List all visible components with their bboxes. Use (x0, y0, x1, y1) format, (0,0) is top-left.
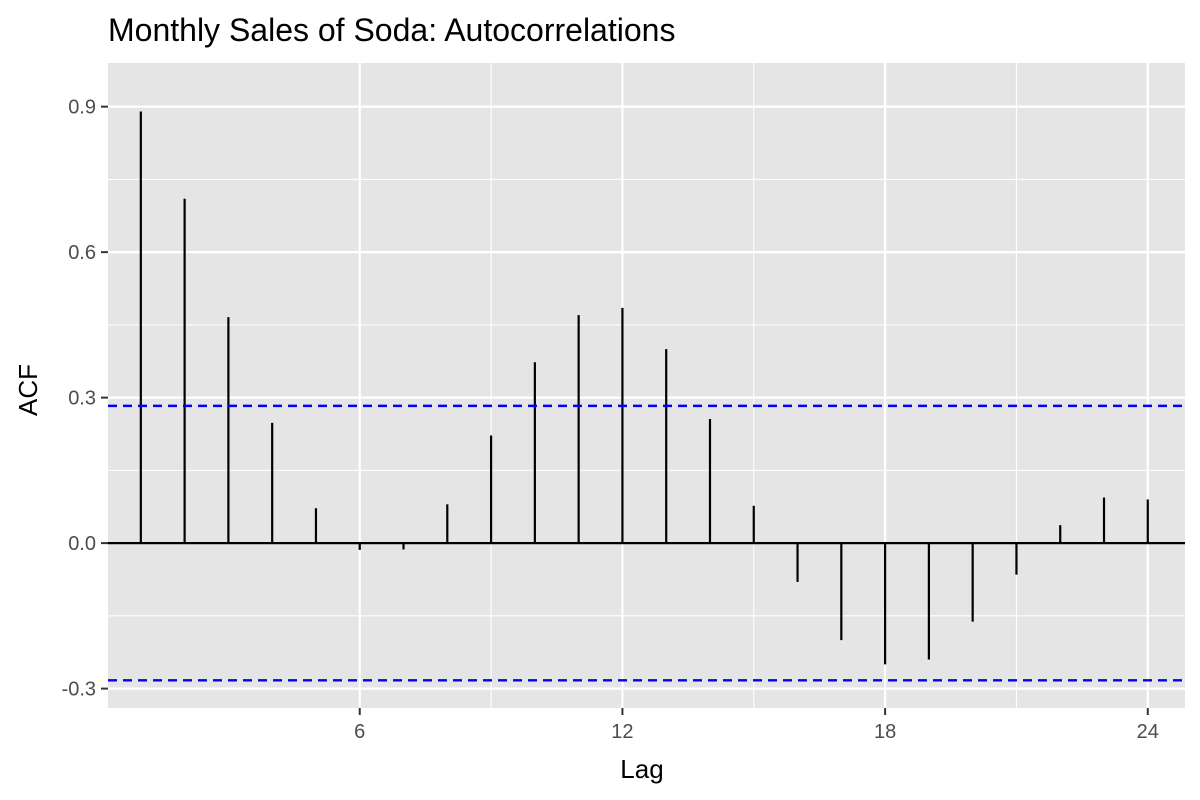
y-tick-label: 0.9 (68, 97, 96, 119)
y-axis-title: ACF (13, 364, 43, 416)
y-tick-label: -0.3 (62, 679, 96, 701)
minor-gridlines (108, 63, 1185, 708)
plot-panel (108, 63, 1185, 708)
chart-title: Monthly Sales of Soda: Autocorrelations (108, 12, 675, 48)
acf-bars (139, 111, 1149, 665)
x-axis-title: Lag (620, 754, 663, 784)
x-tick-label: 12 (611, 721, 633, 743)
y-axis-ticks: -0.3 0.0 0.3 0.6 0.9 (62, 97, 108, 701)
x-axis-ticks: 6 12 18 24 (354, 708, 1159, 743)
x-tick-label: 24 (1137, 721, 1159, 743)
y-tick-label: 0.6 (68, 242, 96, 264)
x-tick-label: 6 (354, 721, 365, 743)
x-tick-label: 18 (874, 721, 896, 743)
y-tick-label: 0.3 (68, 388, 96, 410)
y-tick-label: 0.0 (68, 533, 96, 555)
